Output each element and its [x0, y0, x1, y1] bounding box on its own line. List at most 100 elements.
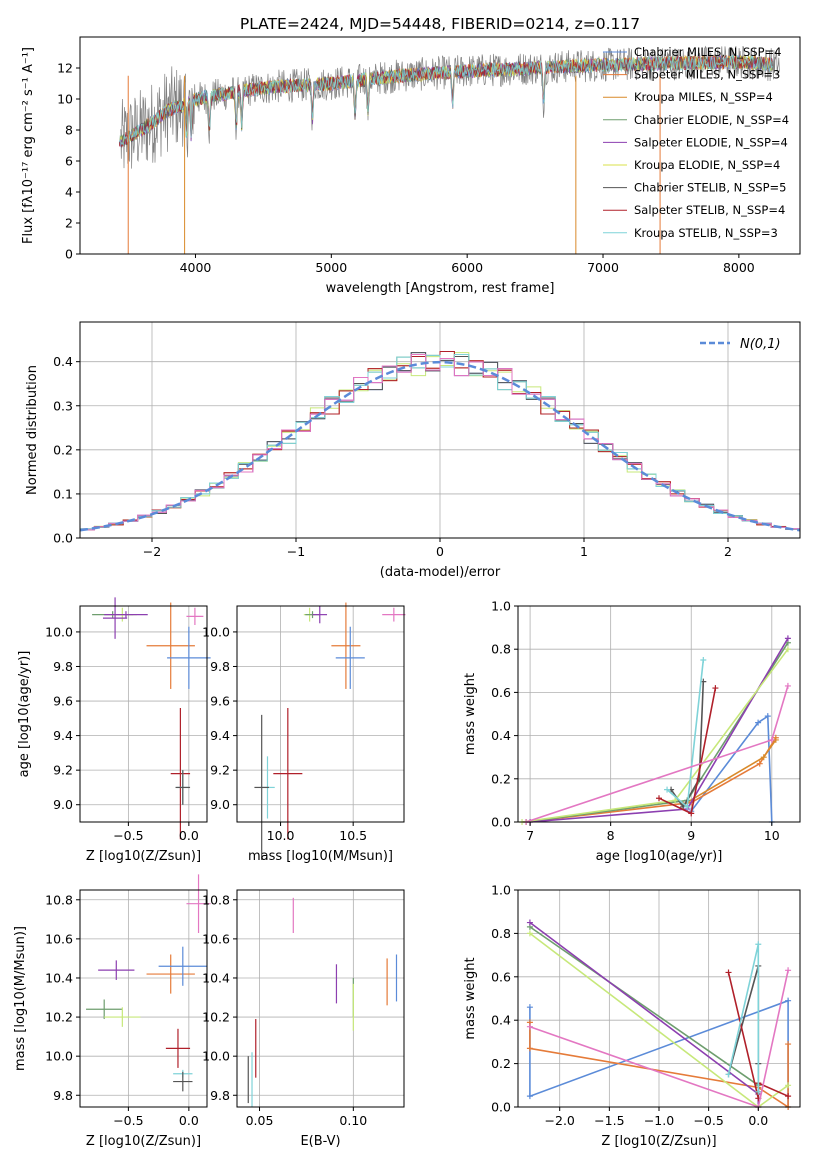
x-tick-label: −1.0	[644, 1113, 674, 1128]
y-tick-label: 9.0	[210, 797, 230, 812]
mass-weight-marker	[785, 1093, 792, 1100]
mass-weight-marker	[785, 1082, 792, 1089]
y-tick-label: 10.0	[202, 1049, 230, 1064]
y-tick-label: 9.4	[53, 728, 73, 743]
mass-weight-marker	[785, 967, 792, 974]
y-axis-label: mass weight	[463, 673, 478, 755]
mass-weight-marker	[755, 941, 762, 948]
mass-weight-line	[727, 965, 760, 1092]
mass-weight-marker	[784, 682, 791, 689]
mass-weight-marker	[526, 1093, 533, 1100]
y-tick-label: 0.8	[491, 642, 511, 657]
legend-entry: Chabrier MILES, N_SSP=4	[634, 45, 781, 59]
age-vs-metallicity-panel: −0.5 0.0 9.0 9.2 9.4 9.6 9.8 10.0 Z [log10(Z/Zsu…	[17, 597, 211, 864]
y-tick-label: 10.6	[202, 931, 230, 946]
y-tick-label: 0.6	[491, 685, 511, 700]
x-tick-label: 2	[724, 544, 732, 559]
mass-weight-marker	[526, 930, 533, 937]
legend-entry: Chabrier STELIB, N_SSP=5	[634, 181, 786, 195]
axes-frame	[79, 605, 208, 823]
x-tick-label: 5000	[315, 260, 347, 275]
x-tick-label: 0.0	[179, 1113, 199, 1128]
y-axis-label: Flux [fλ10⁻¹⁷ erg cm⁻² s⁻¹ A⁻¹]	[21, 47, 36, 244]
y-tick-label: 10.4	[202, 970, 230, 985]
mass-weight-marker	[684, 803, 691, 810]
mass-weight-line	[525, 642, 789, 823]
y-tick-label: 1.0	[491, 883, 511, 898]
y-tick-label: 9.6	[53, 694, 73, 709]
mass-weight-marker	[760, 754, 767, 761]
model-spectrum-line	[119, 54, 773, 147]
y-tick-label: 12	[57, 61, 73, 76]
y-tick-label: 10.2	[45, 1010, 73, 1025]
y-tick-label: 0	[65, 247, 73, 262]
y-tick-label: 10.8	[45, 892, 73, 907]
x-axis-label: Z [log10(Z/Zsun)]	[86, 849, 201, 864]
y-tick-label: 0.4	[53, 354, 73, 369]
x-tick-label: −1	[287, 544, 305, 559]
y-tick-label: 0.6	[491, 969, 511, 984]
x-tick-label: −2.0	[545, 1113, 575, 1128]
x-axis-label: E(B-V)	[300, 1134, 340, 1149]
mass-weight-marker	[712, 685, 719, 692]
legend-entry: N(0,1)	[740, 337, 781, 352]
mass-weight-marker	[784, 646, 791, 653]
y-tick-label: 0.0	[53, 531, 73, 546]
y-tick-label: 0.0	[491, 815, 511, 830]
x-tick-label: 6000	[451, 260, 483, 275]
legend-entry: Salpeter STELIB, N_SSP=4	[634, 203, 785, 217]
x-tick-label: 0	[436, 544, 444, 559]
y-tick-label: 10.0	[202, 624, 230, 639]
age-vs-mass-panel: 10.0 10.5 9.0 9.2 9.4 9.6 9.8 10.0 mass [log10(M…	[202, 602, 406, 864]
y-tick-label: 9.8	[210, 659, 230, 674]
mass-weight-line	[658, 687, 717, 815]
legend-entry: Kroupa MILES, N_SSP=4	[634, 90, 773, 104]
y-tick-label: 0.2	[491, 1056, 511, 1071]
mass-weight-marker	[785, 997, 792, 1004]
y-tick-label: 9.8	[53, 1088, 73, 1103]
legend-entry: Kroupa STELIB, N_SSP=3	[634, 226, 778, 240]
y-tick-label: 9.8	[53, 659, 73, 674]
y-tick-label: 10.8	[202, 892, 230, 907]
x-tick-label: −2	[143, 544, 161, 559]
x-tick-label: 4000	[180, 260, 212, 275]
y-tick-label: 10.0	[45, 624, 73, 639]
mass-weight-marker	[688, 810, 695, 817]
x-tick-label: 9	[687, 828, 695, 843]
y-tick-label: 8	[65, 123, 73, 138]
y-axis-label: mass weight	[463, 957, 478, 1039]
residuals-panel: −2 −1 0 1 2 0.0 0.1 0.2 0.3 0.4 (data-model)/error…	[25, 321, 801, 580]
mass-weight-marker	[664, 786, 671, 793]
mass-weight-marker	[526, 919, 533, 926]
y-tick-label: 9.6	[210, 694, 230, 709]
y-tick-label: 0.4	[491, 1013, 511, 1028]
y-axis-label: mass [log10(M/Msun)]	[13, 926, 28, 1071]
x-tick-label: −0.5	[113, 1113, 143, 1128]
axes-frame	[236, 605, 405, 823]
mass-weight-marker	[755, 1088, 762, 1095]
y-tick-label: 0.2	[53, 442, 73, 457]
y-tick-label: 10.0	[45, 1049, 73, 1064]
y-tick-label: 0.0	[491, 1100, 511, 1115]
y-tick-label: 6	[65, 154, 73, 169]
y-tick-label: 9.2	[210, 763, 230, 778]
y-tick-label: 10.2	[202, 1010, 230, 1025]
y-tick-label: 0.3	[53, 398, 73, 413]
y-tick-label: 9.4	[210, 728, 230, 743]
mass-weight-marker	[526, 1004, 533, 1011]
legend-entry: Salpeter ELODIE, N_SSP=4	[634, 135, 788, 149]
x-tick-label: 0.05	[246, 1113, 274, 1128]
axes-frame	[79, 36, 801, 255]
y-tick-label: 9.0	[53, 797, 73, 812]
y-tick-label: 9.8	[210, 1088, 230, 1103]
mass-weight-marker	[764, 713, 771, 720]
mass-weight-marker	[725, 1071, 732, 1078]
y-axis-label: age [log10(age/yr)]	[17, 651, 32, 778]
mass-weight-marker	[768, 736, 775, 743]
x-tick-label: 8000	[723, 260, 755, 275]
figure-title: PLATE=2424, MJD=54448, FIBERID=0214, z=0…	[240, 15, 640, 33]
legend-entry: Salpeter MILES, N_SSP=3	[634, 68, 780, 82]
x-axis-label: wavelength [Angstrom, rest frame]	[326, 281, 555, 296]
model-spectrum-line	[119, 54, 773, 147]
